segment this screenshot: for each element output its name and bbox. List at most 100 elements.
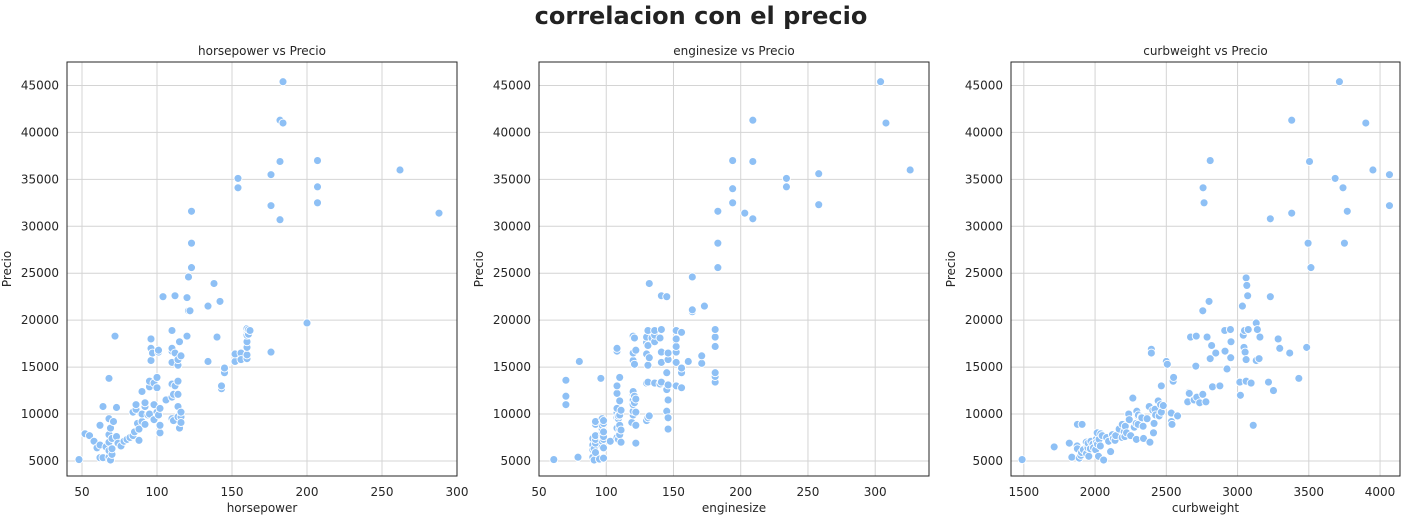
data-point — [203, 301, 213, 311]
data-point — [677, 327, 687, 337]
data-point — [1287, 208, 1297, 218]
data-point — [1305, 157, 1314, 166]
data-point — [1287, 115, 1297, 125]
data-point — [107, 444, 117, 454]
data-point — [74, 455, 84, 465]
data-point — [599, 453, 609, 463]
y-tick-label: 5000 — [28, 454, 59, 468]
x-tick-label: 300 — [446, 485, 469, 499]
data-point — [1220, 346, 1230, 356]
data-point — [631, 394, 641, 404]
data-point — [616, 437, 626, 447]
x-tick-label: 4000 — [1365, 485, 1396, 499]
data-point — [245, 326, 255, 335]
data-point — [217, 381, 226, 391]
data-point — [687, 305, 697, 315]
data-point — [1017, 455, 1027, 465]
data-point — [1385, 170, 1394, 180]
x-tick-label: 250 — [797, 485, 820, 499]
data-point — [140, 419, 150, 429]
data-point — [233, 173, 243, 183]
y-tick-label: 30000 — [21, 219, 59, 233]
panel-title: horsepower vs Precio — [198, 44, 326, 58]
data-point — [1067, 452, 1077, 462]
data-point — [1342, 206, 1352, 216]
data-point — [275, 215, 285, 225]
x-tick-label: 100 — [146, 485, 169, 499]
data-point — [644, 353, 654, 363]
data-point — [1198, 183, 1208, 193]
data-point — [146, 334, 156, 344]
x-tick-label: 150 — [662, 485, 685, 499]
data-point — [175, 337, 184, 347]
data-point — [1201, 397, 1211, 407]
data-point — [663, 380, 673, 390]
data-point — [881, 118, 891, 128]
data-point — [630, 333, 639, 343]
data-point — [549, 455, 559, 465]
data-point — [185, 306, 195, 316]
data-point — [697, 351, 707, 361]
data-point — [1368, 165, 1378, 175]
data-point — [662, 368, 672, 378]
data-point — [1269, 386, 1278, 396]
scatter-panel-1: 50 100 150 200 250 300 5000 10000 15000 20000 2500… — [0, 44, 468, 515]
data-point — [814, 169, 824, 179]
data-point — [630, 359, 639, 369]
data-point — [1158, 401, 1168, 411]
data-point — [1173, 411, 1183, 421]
data-point — [905, 165, 915, 175]
data-point — [155, 420, 165, 430]
data-point — [104, 373, 114, 383]
data-point — [1265, 292, 1275, 302]
y-tick-label: 25000 — [21, 266, 59, 280]
data-point — [134, 435, 144, 445]
data-point — [1294, 373, 1304, 383]
data-point — [1124, 415, 1134, 425]
data-point — [710, 341, 720, 351]
data-point — [182, 293, 192, 303]
data-point — [1303, 238, 1313, 248]
data-point — [1385, 201, 1394, 211]
y-tick-label: 45000 — [493, 78, 531, 92]
data-point — [215, 296, 225, 306]
data-point — [182, 331, 192, 341]
data-point — [1302, 342, 1312, 352]
scatter-panel-2: 50 100 150 200 250 300 5000 10000 15000 20000 2500… — [472, 44, 930, 515]
data-point — [713, 238, 723, 248]
y-tick-label: 10000 — [493, 407, 531, 421]
data-point — [1198, 306, 1208, 316]
y-tick-label: 30000 — [965, 219, 1003, 233]
data-point — [1095, 441, 1105, 451]
data-point — [1191, 361, 1201, 371]
data-point — [266, 201, 276, 211]
y-tick-label: 35000 — [21, 172, 59, 186]
data-point — [313, 198, 322, 208]
data-point — [1334, 77, 1344, 87]
x-tick-label: 2500 — [1151, 485, 1182, 499]
data-point — [134, 424, 144, 434]
y-tick-label: 5000 — [500, 454, 531, 468]
data-point — [434, 208, 444, 218]
data-point — [1205, 354, 1215, 364]
data-point — [1361, 118, 1371, 128]
data-point — [1064, 438, 1074, 448]
y-tick-label: 45000 — [21, 78, 59, 92]
data-point — [596, 373, 606, 383]
axes-frame — [1010, 61, 1401, 477]
data-point — [677, 383, 687, 393]
y-tick-label: 10000 — [21, 407, 59, 421]
data-point — [1207, 341, 1217, 350]
y-tick-label: 40000 — [965, 125, 1003, 139]
data-point — [1205, 156, 1215, 166]
data-point — [1198, 389, 1208, 399]
data-point — [1243, 325, 1253, 335]
data-point — [599, 427, 609, 437]
data-point — [631, 407, 641, 417]
x-tick-label: 100 — [595, 485, 618, 499]
data-point — [781, 173, 791, 183]
data-point — [154, 345, 163, 355]
data-point — [1241, 273, 1251, 283]
data-point — [631, 438, 641, 448]
